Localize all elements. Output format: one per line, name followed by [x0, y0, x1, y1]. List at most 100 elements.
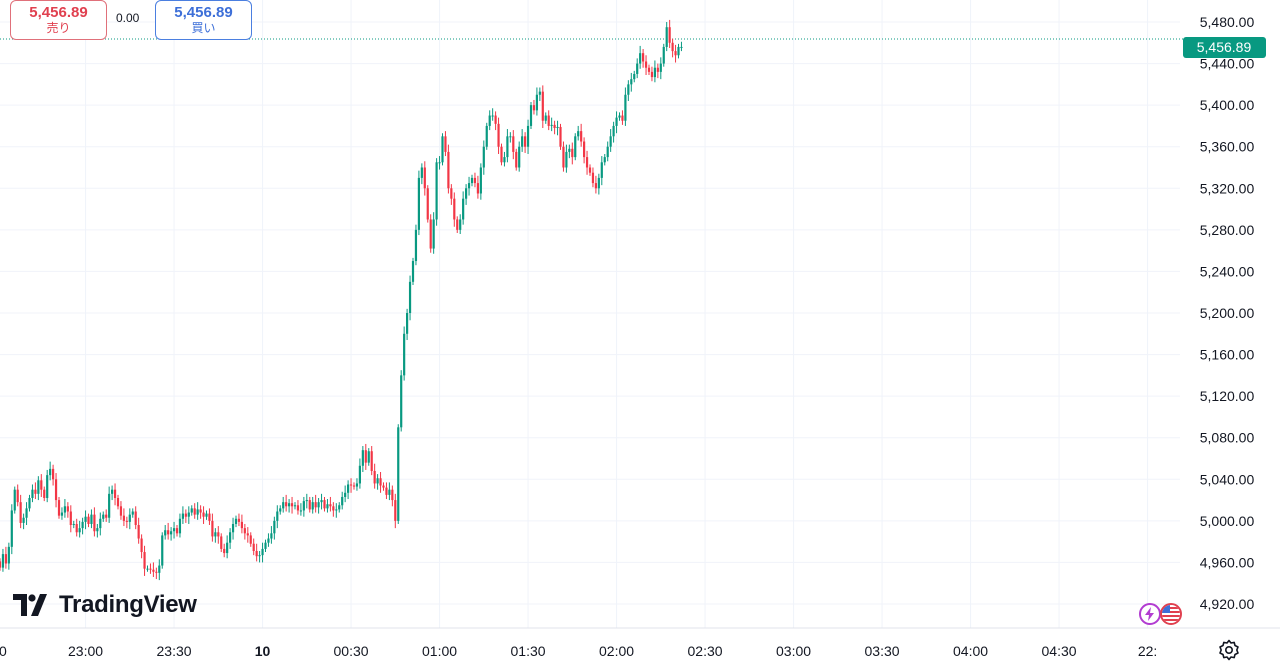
candle[interactable] — [349, 478, 353, 493]
candle[interactable] — [453, 192, 456, 227]
candle[interactable] — [344, 485, 347, 503]
candle[interactable] — [255, 543, 258, 562]
candles[interactable] — [0, 19, 683, 581]
candle[interactable] — [152, 562, 155, 577]
candle[interactable] — [656, 63, 659, 79]
candle[interactable] — [90, 509, 93, 529]
candle[interactable] — [52, 464, 55, 486]
candle[interactable] — [13, 486, 16, 514]
candle[interactable] — [577, 125, 580, 141]
candle[interactable] — [285, 494, 288, 512]
candle[interactable] — [370, 446, 373, 476]
candle[interactable] — [184, 509, 187, 523]
candle[interactable] — [470, 174, 474, 187]
tradingview-logo[interactable]: TradingView — [13, 591, 197, 619]
candle[interactable] — [332, 502, 335, 517]
candle[interactable] — [234, 515, 238, 528]
candle[interactable] — [87, 513, 90, 528]
candle[interactable] — [388, 482, 391, 501]
candle[interactable] — [19, 494, 22, 529]
candle[interactable] — [376, 474, 379, 490]
candle[interactable] — [72, 520, 75, 529]
candle[interactable] — [158, 559, 161, 581]
x-axis[interactable]: :30 23:00 23:30 10 00:30 01:00 01:30 02:00 02:30… — [0, 627, 1280, 659]
candle[interactable] — [223, 543, 226, 558]
candle[interactable] — [84, 510, 87, 530]
candle[interactable] — [547, 110, 550, 131]
candle[interactable] — [444, 131, 447, 157]
sell-button[interactable]: 5,456.89 売り — [10, 0, 107, 40]
candle[interactable] — [10, 504, 13, 555]
candle[interactable] — [146, 565, 149, 572]
candle[interactable] — [75, 518, 78, 537]
candle[interactable] — [37, 476, 40, 501]
candle[interactable] — [603, 153, 606, 166]
candle[interactable] — [621, 110, 624, 125]
candle[interactable] — [317, 497, 320, 514]
candle[interactable] — [494, 111, 497, 131]
candle[interactable] — [644, 55, 648, 76]
candle[interactable] — [473, 172, 477, 188]
candle[interactable] — [423, 161, 426, 196]
candle[interactable] — [515, 148, 518, 171]
candle[interactable] — [639, 45, 642, 69]
candle[interactable] — [618, 112, 621, 121]
candle[interactable] — [293, 502, 297, 510]
candle[interactable] — [665, 22, 668, 52]
candle[interactable] — [125, 516, 128, 529]
candle[interactable] — [588, 164, 592, 176]
candle[interactable] — [199, 505, 202, 519]
candle[interactable] — [164, 525, 167, 540]
candle[interactable] — [408, 275, 412, 321]
candle[interactable] — [568, 144, 571, 159]
candle[interactable] — [131, 508, 134, 518]
candle[interactable] — [96, 523, 99, 538]
candle[interactable] — [226, 535, 229, 559]
candle[interactable] — [31, 484, 34, 503]
candle[interactable] — [161, 532, 164, 569]
candle[interactable] — [438, 156, 441, 170]
candle[interactable] — [403, 326, 406, 381]
candle[interactable] — [597, 173, 600, 195]
candle[interactable] — [355, 478, 359, 491]
candle[interactable] — [28, 494, 31, 512]
candle[interactable] — [305, 493, 308, 509]
candle[interactable] — [111, 485, 114, 501]
candle[interactable] — [220, 533, 223, 553]
candle[interactable] — [276, 505, 279, 529]
candle[interactable] — [290, 496, 294, 514]
candle[interactable] — [450, 184, 453, 205]
candle[interactable] — [69, 505, 72, 533]
candle[interactable] — [650, 66, 654, 82]
candle[interactable] — [417, 170, 420, 236]
candle[interactable] — [40, 474, 43, 497]
lightning-icon[interactable] — [1139, 603, 1161, 625]
candle[interactable] — [205, 510, 208, 520]
candle[interactable] — [1, 548, 5, 572]
candle[interactable] — [108, 486, 111, 523]
candle[interactable] — [128, 508, 131, 530]
candle[interactable] — [406, 308, 409, 341]
candle[interactable] — [633, 70, 636, 83]
candle[interactable] — [606, 141, 609, 162]
candle[interactable] — [237, 513, 241, 527]
candle[interactable] — [642, 49, 645, 68]
candle[interactable] — [288, 499, 291, 513]
candle[interactable] — [140, 534, 143, 559]
candle[interactable] — [323, 496, 326, 512]
candle[interactable] — [358, 458, 361, 489]
candle[interactable] — [503, 151, 506, 167]
candle[interactable] — [553, 120, 556, 135]
candle[interactable] — [60, 507, 64, 520]
candle[interactable] — [512, 130, 515, 160]
candle[interactable] — [252, 538, 255, 556]
candle[interactable] — [105, 509, 108, 522]
candle[interactable] — [170, 527, 173, 541]
candle[interactable] — [441, 133, 444, 166]
candle[interactable] — [594, 175, 597, 194]
candle[interactable] — [524, 132, 527, 153]
candle[interactable] — [600, 156, 603, 186]
candle[interactable] — [482, 140, 485, 175]
candle[interactable] — [308, 496, 311, 513]
candle[interactable] — [391, 485, 394, 507]
